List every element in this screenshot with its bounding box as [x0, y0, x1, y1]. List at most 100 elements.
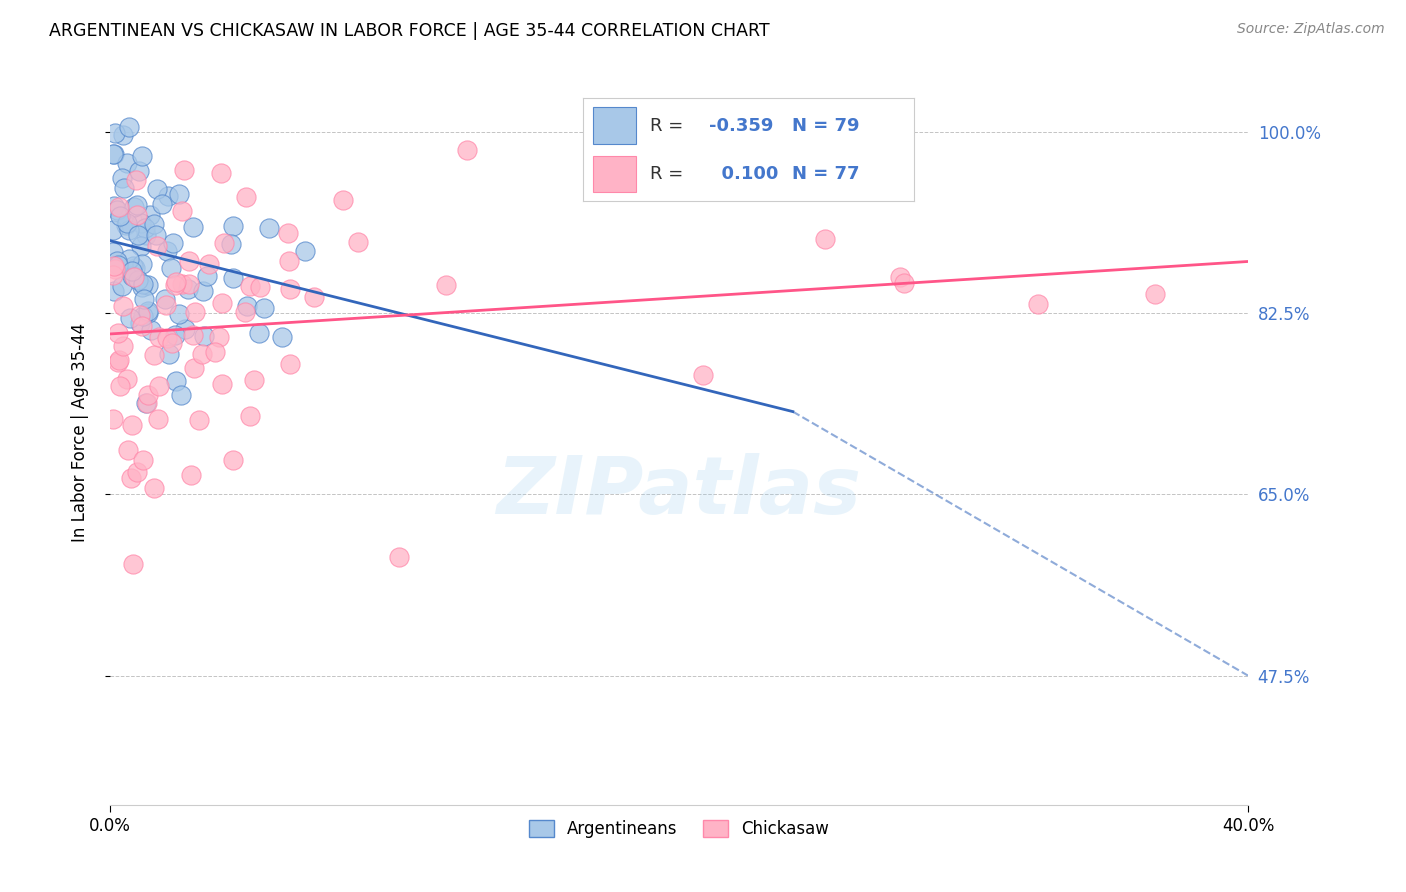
Point	[222, 219, 245, 234]
Point	[243, 373, 266, 387]
Point	[332, 193, 354, 207]
Point	[121, 268, 143, 283]
Point	[157, 347, 180, 361]
Point	[278, 254, 301, 268]
Point	[233, 305, 256, 319]
Point	[143, 347, 166, 361]
Point	[111, 171, 134, 186]
Point	[142, 481, 165, 495]
Point	[145, 228, 167, 243]
Point	[115, 216, 138, 230]
Text: -0.359: -0.359	[709, 117, 773, 135]
Point	[180, 468, 202, 483]
Point	[163, 278, 186, 293]
Point	[111, 339, 134, 353]
Point	[239, 279, 262, 293]
Point	[132, 277, 155, 291]
Point	[160, 261, 183, 276]
Point	[249, 279, 271, 293]
Point	[112, 180, 135, 194]
Point	[302, 290, 325, 304]
Point	[247, 326, 270, 340]
Text: N = 79: N = 79	[792, 117, 859, 135]
Point	[129, 216, 152, 230]
Point	[172, 203, 194, 218]
Point	[138, 208, 160, 222]
Point	[128, 163, 150, 178]
Point	[128, 317, 150, 331]
Point	[153, 292, 176, 306]
Point	[434, 277, 457, 292]
Point	[108, 378, 131, 392]
Point	[162, 335, 184, 350]
Point	[104, 262, 127, 277]
Point	[211, 377, 233, 392]
Text: Source: ZipAtlas.com: Source: ZipAtlas.com	[1237, 22, 1385, 37]
Point	[204, 344, 226, 359]
Point	[118, 252, 141, 266]
Point	[105, 254, 128, 268]
Point	[111, 278, 134, 293]
Point	[148, 378, 170, 392]
Point	[1143, 287, 1166, 301]
Point	[150, 197, 173, 211]
Point	[183, 220, 205, 235]
Point	[118, 120, 141, 134]
Point	[103, 412, 125, 426]
Point	[146, 238, 169, 252]
Point	[108, 353, 131, 368]
Text: 0.100: 0.100	[709, 165, 779, 183]
Point	[117, 443, 139, 458]
FancyBboxPatch shape	[593, 155, 637, 193]
Point	[208, 330, 231, 344]
Point	[136, 278, 159, 293]
Point	[118, 223, 141, 237]
Point	[131, 257, 153, 271]
Point	[193, 328, 215, 343]
Point	[108, 200, 131, 214]
Point	[117, 156, 139, 170]
Point	[156, 244, 179, 259]
Text: R =: R =	[650, 117, 689, 135]
Point	[103, 259, 125, 273]
Point	[107, 326, 129, 340]
Point	[278, 282, 301, 296]
Point	[209, 167, 232, 181]
Point	[889, 269, 911, 284]
Point	[115, 372, 138, 386]
Point	[122, 270, 145, 285]
Point	[173, 163, 195, 178]
Point	[101, 223, 124, 237]
Point	[135, 396, 157, 410]
Point	[278, 357, 301, 371]
Point	[101, 268, 124, 283]
Point	[259, 221, 281, 235]
Point	[221, 453, 243, 467]
Point	[146, 412, 169, 426]
Point	[115, 218, 138, 232]
Point	[270, 330, 292, 344]
Point	[236, 299, 259, 313]
Point	[155, 298, 177, 312]
Point	[136, 306, 159, 320]
Point	[112, 128, 135, 142]
Point	[139, 323, 162, 337]
Point	[132, 309, 155, 323]
Point	[156, 331, 179, 345]
Point	[104, 126, 127, 140]
Point	[162, 235, 184, 250]
Point	[146, 182, 169, 196]
Text: ZIPatlas: ZIPatlas	[496, 453, 862, 531]
Point	[103, 284, 125, 298]
Point	[101, 244, 124, 259]
Point	[184, 305, 207, 319]
Point	[105, 203, 128, 218]
Point	[176, 282, 198, 296]
Point	[193, 284, 215, 298]
Point	[127, 273, 149, 287]
Point	[165, 374, 187, 388]
Point	[692, 368, 714, 382]
Point	[1026, 297, 1049, 311]
Point	[131, 280, 153, 294]
Point	[456, 143, 478, 157]
